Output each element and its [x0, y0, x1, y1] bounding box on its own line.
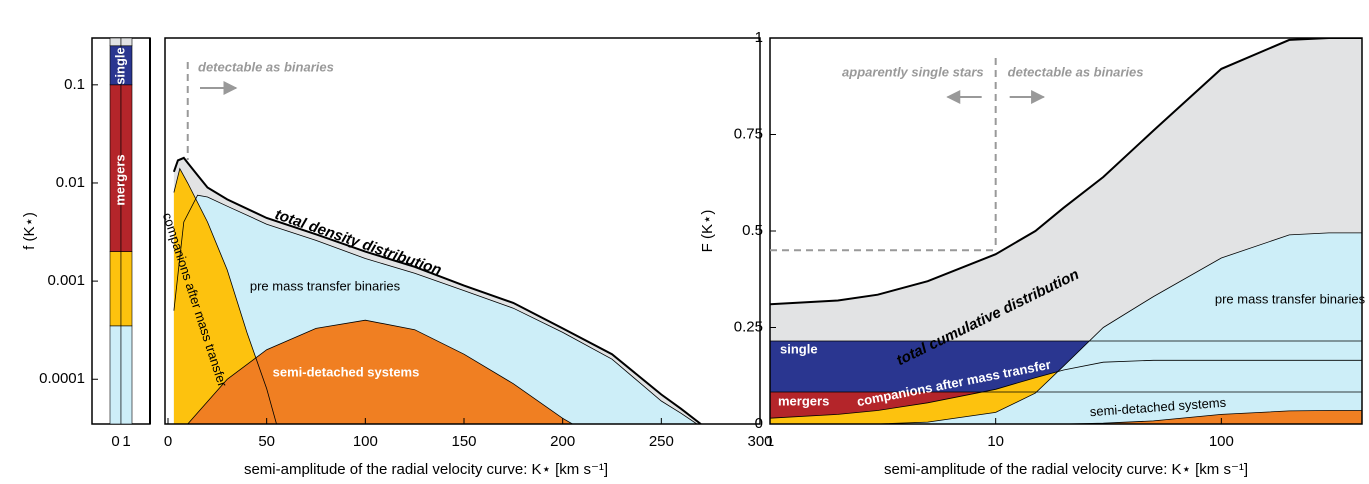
area-fill	[770, 232, 1362, 424]
y-tick-label: 0	[755, 415, 763, 432]
series-label: single	[780, 341, 818, 356]
x-axis-label: semi-amplitude of the radial velocity cu…	[884, 461, 1248, 478]
x-tick-label: 100	[353, 433, 378, 450]
inset-segment-label: mergers	[112, 154, 127, 205]
y-tick-label: 0.01	[56, 174, 85, 191]
inset-bar-segment	[120, 37, 133, 47]
series-line	[770, 232, 1362, 424]
y-tick-label: 0.5	[742, 222, 763, 239]
x-tick-label: 300	[747, 433, 772, 450]
series-label: pre mass transfer binaries	[250, 278, 401, 293]
x-tick-label: 200	[550, 433, 575, 450]
x-tick-label: 100	[1209, 433, 1234, 450]
y-axis-label: f (K⋆)	[21, 212, 38, 250]
inset-bar-segment	[120, 325, 133, 425]
y-tick-label: 0.25	[734, 318, 763, 335]
area-fill	[770, 410, 1362, 424]
series-label: pre mass transfer binaries	[1215, 291, 1366, 306]
y-axis-label: F (K⋆)	[699, 210, 716, 253]
x-tick-label: 150	[451, 433, 476, 450]
x-tick-label: 250	[649, 433, 674, 450]
inset-segment-label: single	[112, 47, 127, 85]
series-line	[172, 156, 702, 424]
inset-bar-segment	[120, 251, 133, 327]
inset-tick-label: 1	[122, 433, 130, 450]
plot-area	[770, 38, 1362, 424]
area-fill	[187, 320, 573, 424]
inset-bar-segment	[109, 251, 122, 327]
series-line	[770, 38, 1362, 306]
series-line	[187, 319, 573, 424]
area-fill	[173, 168, 277, 424]
series-line	[173, 194, 698, 424]
series-line	[770, 410, 1362, 424]
y-tick-label: 1	[755, 29, 763, 46]
series-label: semi-detached systems	[273, 364, 420, 379]
x-tick-label: 50	[258, 433, 275, 450]
annotation: apparently single stars	[842, 64, 984, 79]
x-tick-label: 10	[987, 433, 1004, 450]
inset-tick-label: 0	[111, 433, 119, 450]
y-tick-label: 0.75	[734, 125, 763, 142]
x-tick-label: 0	[164, 433, 172, 450]
annotation: detectable as binaries	[198, 59, 334, 74]
plot-frame	[164, 37, 761, 425]
x-tick-label: 1	[766, 433, 774, 450]
x-axis-label: semi-amplitude of the radial velocity cu…	[244, 461, 608, 478]
annotation: detectable as binaries	[1008, 64, 1144, 79]
series-line	[770, 359, 1362, 419]
y-tick-label: 0.001	[47, 272, 85, 289]
y-tick-label: 0.1	[64, 76, 85, 93]
inset-bar-segment	[109, 37, 122, 47]
inset-bar-segment	[109, 325, 122, 425]
series-label: mergers	[778, 393, 829, 408]
plot-area	[172, 156, 702, 424]
y-tick-label: 0.0001	[39, 370, 85, 387]
series-line	[173, 167, 277, 424]
